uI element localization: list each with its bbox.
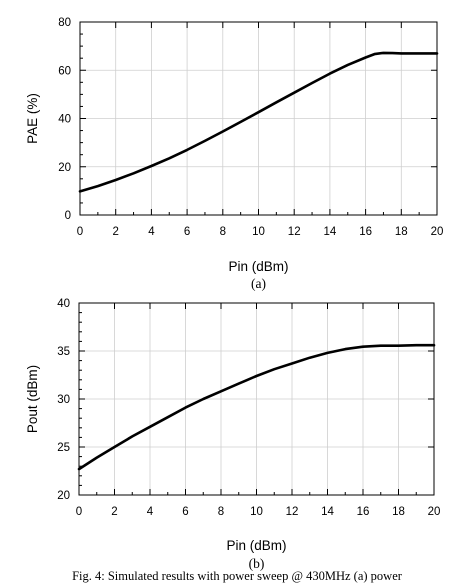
x-tick-label: 2 <box>111 506 117 518</box>
series-line <box>77 343 436 471</box>
y-axis-title: PAE (%) <box>25 93 40 144</box>
x-tick-label: 16 <box>359 226 372 238</box>
chart-pae: 0 2 4 6 8 10 12 14 16 18 20 0 20 40 60 80 Pin (dBm) PAE (… <box>25 17 443 291</box>
x-tick-label: 4 <box>148 226 155 238</box>
x-tick-label: 2 <box>112 226 118 238</box>
subfigure-label: (a) <box>251 276 266 291</box>
x-tick-label: 20 <box>428 506 441 518</box>
x-tick-label: 10 <box>252 226 265 238</box>
y-tick-label: 20 <box>58 162 71 174</box>
x-tick-label: 18 <box>395 226 408 238</box>
x-tick-label: 8 <box>218 506 224 518</box>
y-tick-label: 0 <box>65 210 71 222</box>
x-tick-label: 6 <box>182 506 188 518</box>
y-tick-label: 30 <box>57 394 70 406</box>
x-tick-label: 8 <box>220 226 226 238</box>
figure-caption: Fig. 4: Simulated results with power swe… <box>72 569 403 583</box>
x-tick-label: 12 <box>286 506 299 518</box>
y-tick-label: 40 <box>57 298 70 310</box>
x-tick-label: 14 <box>321 506 334 518</box>
x-tick-label: 6 <box>184 226 190 238</box>
x-tick-label: 20 <box>431 226 444 238</box>
x-tick-label: 0 <box>77 226 83 238</box>
x-axis-title: Pin (dBm) <box>228 259 288 274</box>
y-tick-label: 20 <box>57 490 70 502</box>
y-tick-label: 40 <box>58 114 71 126</box>
y-tick-label: 80 <box>58 17 71 29</box>
x-tick-label: 4 <box>147 506 154 518</box>
x-tick-label: 18 <box>392 506 405 518</box>
y-axis-title: Pout (dBm) <box>25 365 40 433</box>
chart-pout: 0 2 4 6 8 10 12 14 16 18 20 20 25 30 35 40 Pin (dBm) Pout… <box>25 298 440 571</box>
y-tick-label: 25 <box>57 442 70 454</box>
x-axis-title: Pin (dBm) <box>226 538 286 553</box>
y-tick-label: 60 <box>58 65 71 77</box>
series-line <box>78 51 439 193</box>
subfigure-label: (b) <box>249 556 265 571</box>
x-tick-label: 10 <box>250 506 263 518</box>
x-tick-label: 16 <box>357 506 370 518</box>
x-tick-label: 0 <box>76 506 82 518</box>
x-tick-label: 14 <box>324 226 337 238</box>
x-tick-label: 12 <box>288 226 301 238</box>
y-tick-label: 35 <box>57 346 70 358</box>
